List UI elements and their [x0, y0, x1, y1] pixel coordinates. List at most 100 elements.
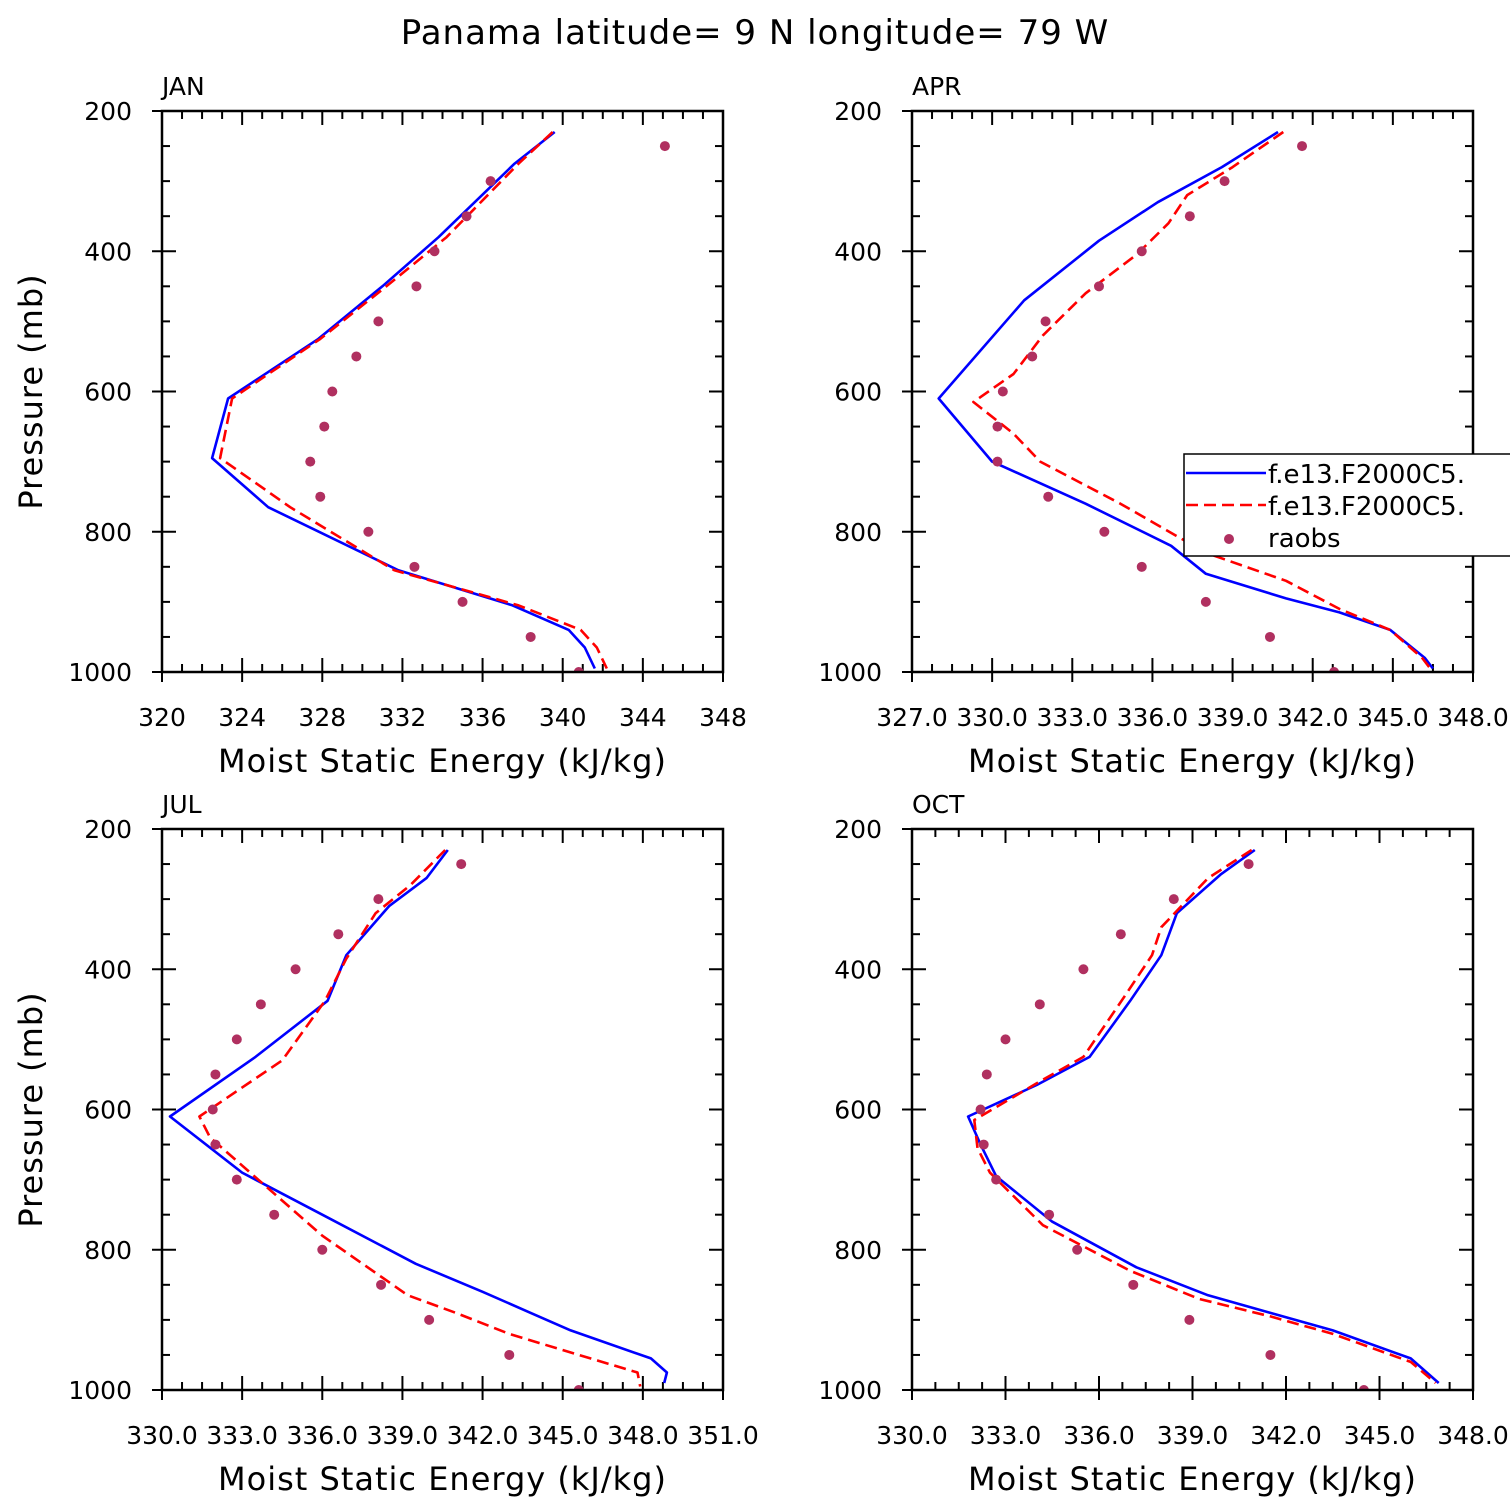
raobs-point	[1184, 211, 1195, 222]
x-tick-label: 336	[459, 703, 507, 732]
tick-marks	[152, 828, 724, 1400]
x-tick-label: 330.0	[956, 703, 1028, 732]
series-line-dashed	[972, 848, 1437, 1384]
panel-oct: 200 400 600 800 1000 330.0 333.0 336.0 339.0 342.…	[818, 790, 1508, 1498]
raobs-point	[991, 1174, 1002, 1185]
raobs-point	[269, 1209, 280, 1220]
raobs-point	[327, 386, 338, 397]
plot-frame	[160, 827, 725, 1392]
raobs-point	[373, 894, 384, 905]
raobs-point	[1115, 929, 1126, 940]
series-line-dashed	[972, 130, 1432, 670]
raobs-point	[1072, 1244, 1083, 1255]
series-line-solid	[937, 130, 1434, 670]
raobs-point	[1044, 1209, 1055, 1220]
raobs-point	[351, 351, 362, 362]
y-tick-label: 400	[84, 955, 132, 984]
y-tick-label: 400	[834, 955, 882, 984]
x-tick-label: 342.0	[447, 1421, 519, 1450]
panel-apr: 200 400 600 800 1000 327.0 330.0 333.0 336.0 339.…	[818, 72, 1510, 780]
raobs-point	[231, 1174, 242, 1185]
plot-frame	[910, 827, 1475, 1392]
y-tick-label: 1000	[68, 1376, 132, 1405]
panel-title: JAN	[160, 72, 205, 101]
raobs-point	[1078, 964, 1089, 975]
legend-box	[1183, 453, 1510, 557]
raobs-point	[997, 386, 1008, 397]
raobs-point	[457, 596, 468, 607]
x-tick-label: 342.0	[1277, 703, 1349, 732]
x-tick-label: 327.0	[876, 703, 948, 732]
y-tick-label: 200	[84, 815, 132, 844]
raobs-point	[1000, 1034, 1011, 1045]
x-tick-label: 336.0	[1063, 1421, 1135, 1450]
y-tick-label: 1000	[818, 1376, 882, 1405]
x-tick-label: 340	[539, 703, 587, 732]
x-tick-label: 339.0	[1157, 1421, 1229, 1450]
raobs-point	[373, 316, 384, 327]
raobs-point	[1034, 999, 1045, 1010]
y-tick-label: 800	[834, 1236, 882, 1265]
x-tick-label: 328	[298, 703, 346, 732]
x-tick-label: 332	[379, 703, 427, 732]
x-tick-label: 351.0	[687, 1421, 759, 1450]
x-axis-label: Moist Static Energy (kJ/kg)	[218, 1460, 667, 1498]
x-axis-label: Moist Static Energy (kJ/kg)	[968, 1460, 1417, 1498]
legend-swatch-dots	[1224, 534, 1234, 544]
raobs-point	[429, 246, 440, 257]
y-axis-label: Pressure (mb)	[12, 273, 50, 509]
x-tick-label: 324	[218, 703, 266, 732]
panel-title: JUL	[160, 790, 202, 819]
raobs-point	[485, 176, 496, 187]
raobs-point	[504, 1349, 515, 1360]
x-tick-label: 342.0	[1250, 1421, 1322, 1450]
raobs-point	[333, 929, 344, 940]
plot-area	[937, 130, 1434, 672]
x-tick-label: 348.0	[1437, 703, 1509, 732]
x-tick-label: 345.0	[1344, 1421, 1416, 1450]
y-tick-label: 600	[84, 378, 132, 407]
y-tick-label: 400	[84, 237, 132, 266]
raobs-point	[255, 999, 266, 1010]
series-line-dashed	[218, 131, 608, 670]
raobs-point	[315, 491, 326, 502]
legend-label: raobs	[1268, 524, 1341, 554]
raobs-point	[409, 561, 420, 572]
raobs-point	[525, 631, 536, 642]
y-tick-label: 600	[834, 378, 882, 407]
y-tick-label: 800	[834, 518, 882, 547]
series-line-solid	[210, 130, 596, 670]
raobs-point	[1128, 1279, 1139, 1290]
raobs-point	[1265, 1349, 1276, 1360]
panel-title: APR	[912, 72, 962, 101]
raobs-point	[376, 1279, 387, 1290]
raobs-point	[1219, 176, 1230, 187]
y-tick-label: 1000	[68, 658, 132, 687]
y-tick-label: 200	[834, 97, 882, 126]
raobs-point	[207, 1104, 218, 1115]
y-tick-label: 600	[834, 1096, 882, 1125]
panel-title: OCT	[912, 790, 965, 819]
x-tick-label: 339.0	[1197, 703, 1269, 732]
y-tick-label: 200	[834, 815, 882, 844]
raobs-point	[1043, 491, 1054, 502]
y-tick-label: 1000	[818, 658, 882, 687]
x-tick-label: 330.0	[126, 1421, 198, 1450]
legend-label: f.e13.F2000C5.	[1268, 460, 1465, 490]
x-axis-label: Moist Static Energy (kJ/kg)	[218, 742, 667, 780]
y-tick-label: 400	[834, 237, 882, 266]
raobs-point	[424, 1314, 435, 1325]
raobs-point	[1099, 526, 1110, 537]
plot-area	[168, 849, 669, 1390]
raobs-point	[1200, 596, 1211, 607]
plot-frame	[910, 109, 1475, 674]
raobs-point	[981, 1069, 992, 1080]
series-line-solid	[966, 848, 1440, 1384]
raobs-point	[1243, 859, 1254, 870]
raobs-point	[1136, 246, 1147, 257]
raobs-point	[992, 456, 1003, 467]
x-tick-label: 333.0	[1036, 703, 1108, 732]
series-line-dashed	[198, 849, 642, 1387]
